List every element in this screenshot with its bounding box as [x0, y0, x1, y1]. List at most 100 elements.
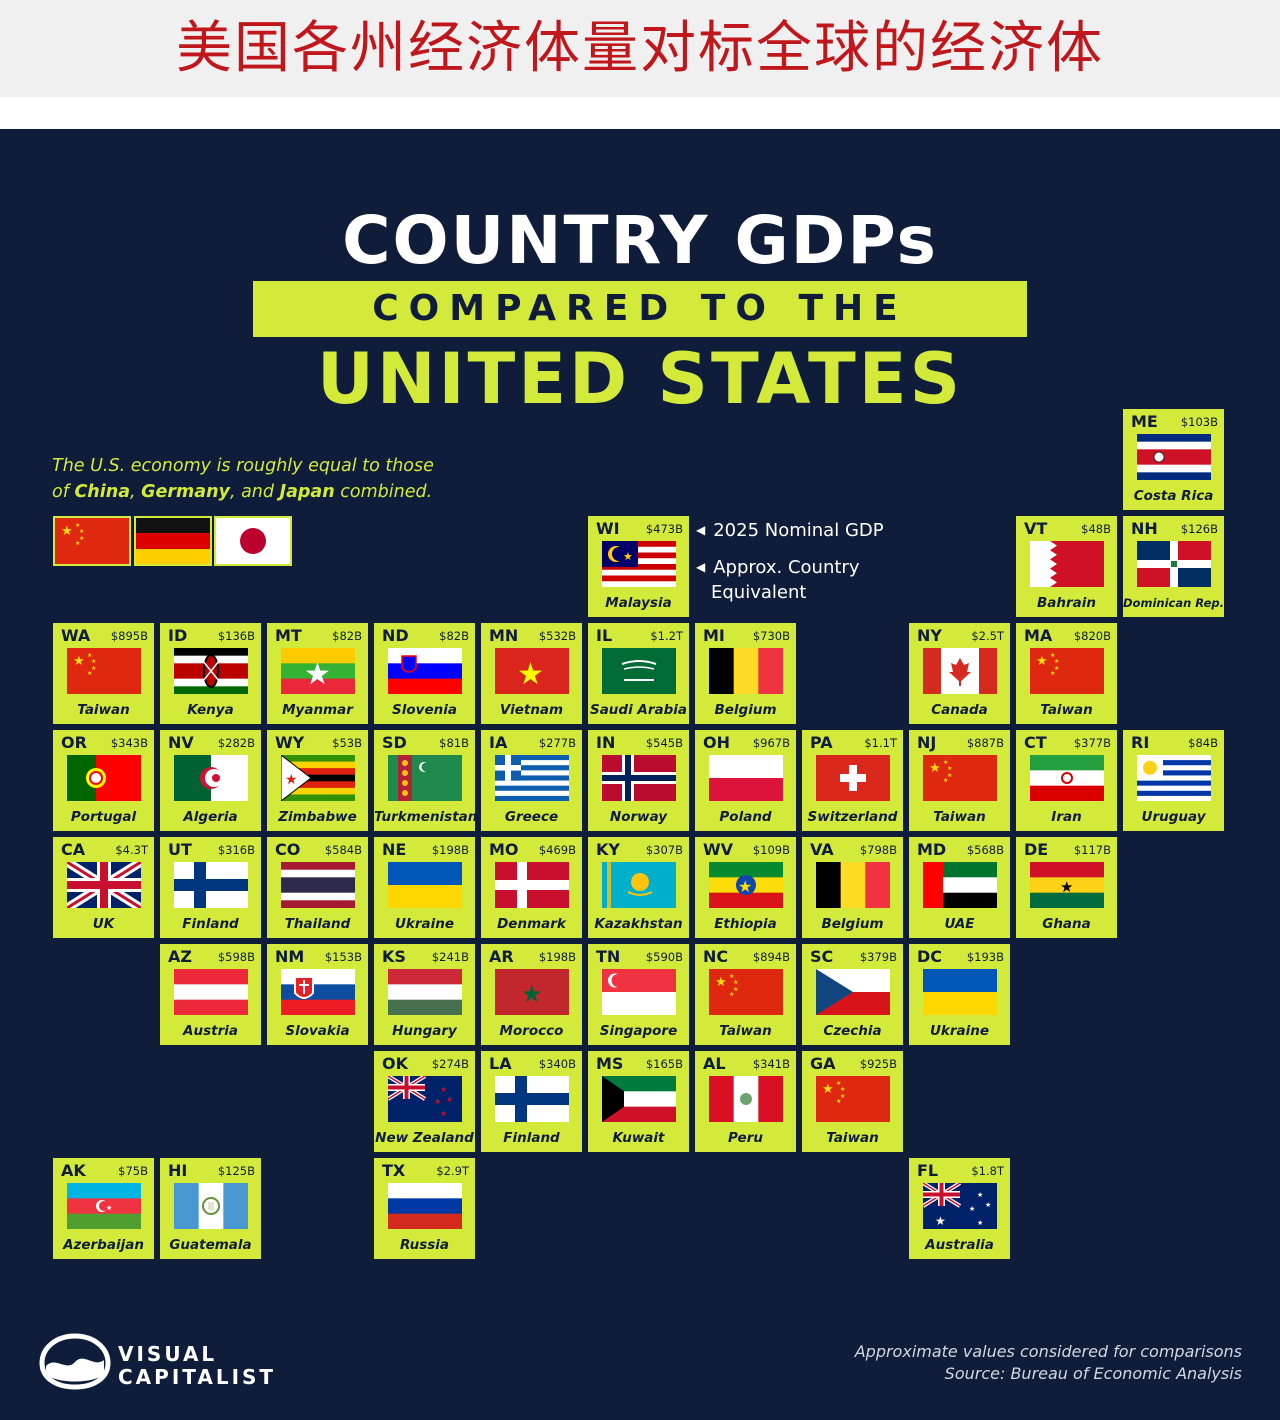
state-gdp: $568B	[966, 843, 1004, 857]
country-equivalent: Singapore	[599, 1023, 678, 1039]
svg-text:★: ★	[977, 1219, 983, 1227]
country-equivalent: Ethiopia	[714, 916, 777, 932]
state-abbr: WA	[61, 626, 91, 645]
state-tile-va: VA $798B Belgium	[802, 837, 903, 938]
denmark-flag	[495, 862, 569, 908]
state-tile-in: IN $545B Norway	[588, 730, 689, 831]
peru-flag	[709, 1076, 783, 1122]
state-tile-ga: GA $925B ★ ★ ★ ★ ★ Taiwan	[802, 1051, 903, 1152]
state-tile-sc: SC $379B Czechia	[802, 944, 903, 1045]
state-abbr: DC	[917, 947, 943, 966]
country-equivalent: Kenya	[187, 702, 234, 718]
state-abbr: CA	[61, 840, 86, 859]
state-gdp: $798B	[859, 843, 897, 857]
svg-text:★: ★	[285, 772, 298, 788]
state-tile-pa: PA $1.1T Switzerland	[802, 730, 903, 831]
country-equivalent: Vietnam	[499, 702, 564, 718]
finland-flag	[174, 862, 248, 908]
country-equivalent: Denmark	[497, 916, 566, 932]
state-abbr: HI	[168, 1161, 188, 1180]
state-tile-id: ID $136B Kenya	[160, 623, 261, 724]
svg-text:★: ★	[1036, 654, 1048, 669]
svg-text:★: ★	[1054, 658, 1059, 665]
legend-gdp: ◀ 2025 Nominal GDP	[696, 517, 884, 544]
state-gdp: $584B	[324, 843, 362, 857]
iran-flag	[1030, 755, 1104, 801]
svg-text:★: ★	[440, 1109, 447, 1118]
country-equivalent: Canada	[931, 702, 988, 718]
state-tile-or: OR $343B Portugal	[53, 730, 154, 831]
country-equivalent: Iran	[1051, 809, 1082, 825]
country-equivalent: Turkmenistan	[374, 809, 478, 825]
svg-text:★: ★	[935, 1214, 946, 1228]
svg-text:★: ★	[733, 986, 738, 993]
state-tile-fl: FL $1.8T ★ ★ ★ ★ ★ Australia	[909, 1158, 1010, 1259]
state-abbr: GA	[810, 1054, 836, 1073]
svg-text:★: ★	[943, 759, 948, 766]
state-abbr: TN	[596, 947, 621, 966]
state-abbr: IL	[596, 626, 613, 645]
svg-text:★: ★	[446, 1095, 453, 1104]
svg-text:★: ★	[969, 1205, 975, 1213]
state-tile-sd: SD $81B Turkmenistan	[374, 730, 478, 831]
state-gdp: $84B	[1188, 736, 1218, 750]
kuwait-flag	[602, 1076, 676, 1122]
poland-flag	[709, 755, 783, 801]
turkmenistan-flag	[388, 755, 462, 801]
state-abbr: VA	[810, 840, 834, 859]
state-abbr: AZ	[168, 947, 192, 966]
intro-country-1: China	[74, 482, 131, 502]
state-gdp: $894B	[752, 950, 790, 964]
country-equivalent: Dominican Rep.	[1123, 596, 1224, 610]
country-equivalent: Zimbabwe	[278, 809, 357, 825]
state-tile-wv: WV $109B ★ Ethiopia	[695, 837, 796, 938]
norway-flag	[602, 755, 676, 801]
state-gdp: $2.5T	[971, 629, 1004, 643]
svg-text:★: ★	[87, 670, 92, 677]
svg-text:★: ★	[61, 524, 73, 539]
state-tile-il: IL $1.2T Saudi Arabia	[588, 623, 689, 724]
state-tile-dc: DC $193B Ukraine	[909, 944, 1010, 1045]
svg-text:★: ★	[822, 1082, 834, 1097]
state-abbr: NE	[382, 840, 407, 859]
kenya-flag	[174, 648, 248, 694]
intro-tail: combined.	[334, 482, 433, 502]
country-equivalent: Czechia	[823, 1023, 882, 1039]
state-abbr: NH	[1131, 519, 1158, 538]
state-tile-ar: AR $198B ★ Morocco	[481, 944, 582, 1045]
title-line-2: COMPARED TO THE	[372, 288, 908, 329]
state-gdp: $198B	[538, 950, 576, 964]
state-gdp: $109B	[752, 843, 790, 857]
svg-text:★: ★	[729, 991, 734, 998]
svg-text:★: ★	[733, 979, 738, 986]
banner-title: 美国各州经济体量对标全球的经济体	[176, 16, 1104, 81]
intro-sep-1: ,	[130, 482, 142, 502]
czechia-flag	[816, 969, 890, 1015]
svg-text:★: ★	[836, 1080, 841, 1087]
country-equivalent: Ghana	[1042, 916, 1091, 932]
svg-text:★: ★	[434, 1097, 441, 1106]
state-tile-tn: TN $590B Singapore	[588, 944, 689, 1045]
state-gdp: $53B	[332, 736, 362, 750]
svg-text:★: ★	[977, 1191, 983, 1199]
title-line-3: UNITED STATES	[317, 338, 963, 420]
intro-text: The U.S. economy is roughly equal to tho…	[52, 453, 492, 505]
state-tile-ks: KS $241B Hungary	[374, 944, 475, 1045]
malaysia-flag: ★	[602, 541, 676, 587]
state-abbr: FL	[917, 1161, 939, 1180]
state-tile-ok: OK $274B ★ ★ ★ ★ New Zealand	[374, 1051, 475, 1152]
thailand-flag	[281, 862, 355, 908]
state-abbr: DE	[1024, 840, 1049, 859]
state-abbr: UT	[168, 840, 192, 859]
kazakhstan-flag	[602, 862, 676, 908]
brand-name: VISUAL CAPITALIST	[118, 1343, 276, 1389]
state-gdp: $103B	[1180, 415, 1218, 429]
svg-text:★: ★	[715, 975, 727, 990]
country-equivalent: Slovenia	[392, 702, 457, 718]
state-tile-ne: NE $198B Ukraine	[374, 837, 475, 938]
state-gdp: $730B	[752, 629, 790, 643]
country-equivalent: Ukraine	[394, 916, 455, 932]
state-abbr: NM	[275, 947, 305, 966]
zimbabwe-flag: ★	[281, 755, 355, 801]
state-gdp: $241B	[431, 950, 469, 964]
